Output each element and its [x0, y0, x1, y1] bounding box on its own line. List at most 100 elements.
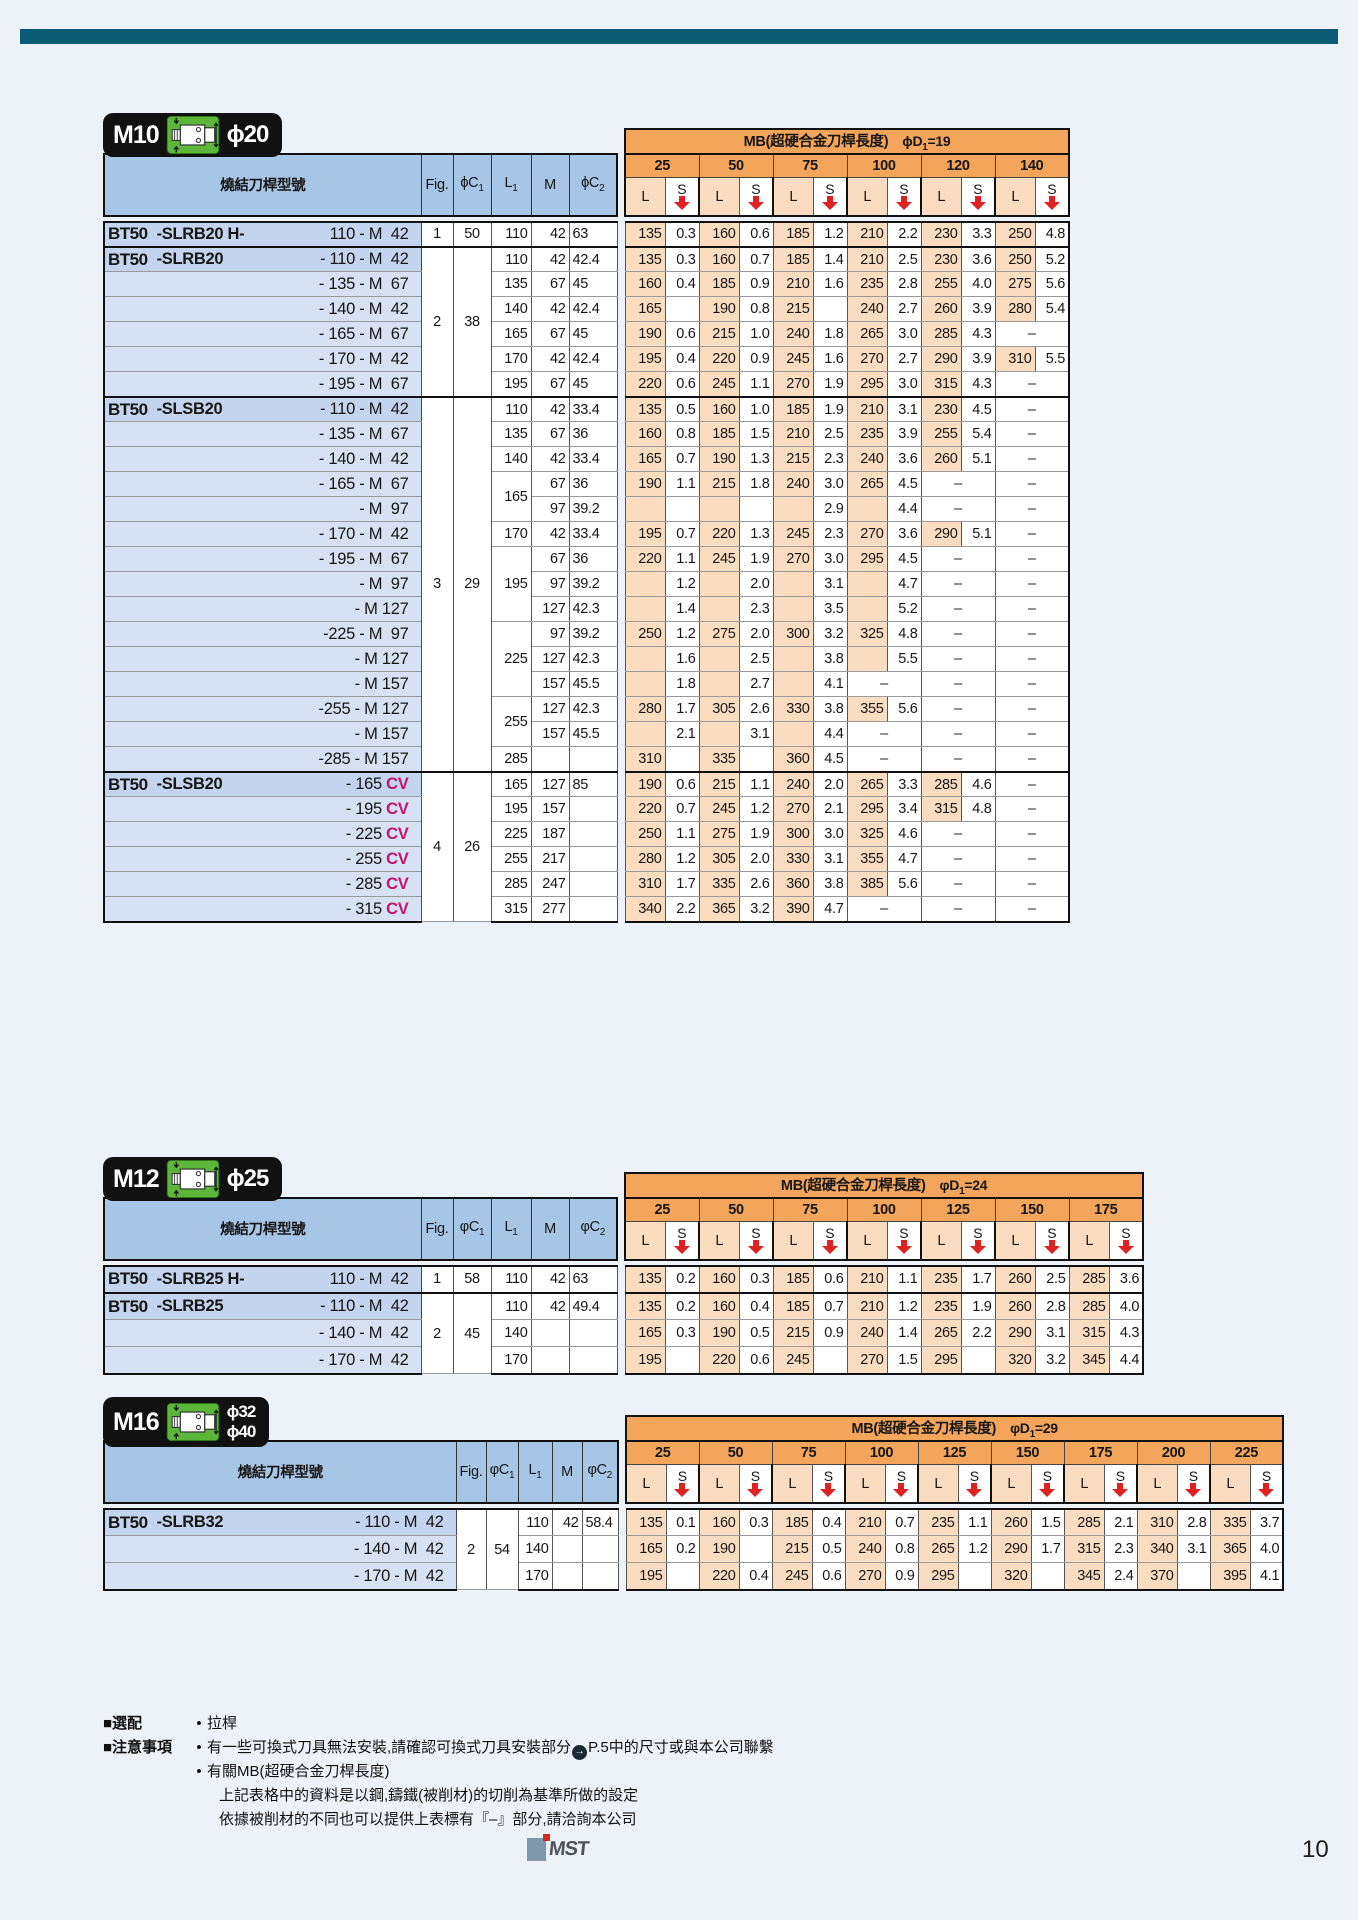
mb-dash-cell: –: [994, 646, 1071, 673]
mb-s-cell: [738, 746, 774, 773]
column-gap: [618, 1416, 626, 1441]
table-row: BT50 -SLSB20- 110 - M 42 3 29 110 42 33.4 135 0.…: [103, 395, 1071, 773]
s-label: S: [1047, 1225, 1057, 1242]
holder-model-cell: -255 - M 127: [103, 696, 422, 723]
mb-l-cell: 370: [1136, 1562, 1178, 1591]
s-column-header: S: [886, 1221, 922, 1261]
mb-l-cell: 320: [994, 1346, 1036, 1375]
m-cell: 42: [530, 1264, 570, 1294]
l1-cell: 165: [490, 770, 532, 798]
mb-s-cell: 0.3: [664, 245, 700, 273]
mb-s-cell: 0.6: [664, 321, 700, 348]
red-down-arrow-icon: [969, 1240, 986, 1255]
c2-cell: 45: [568, 371, 618, 398]
c2-cell: 42.3: [568, 596, 618, 623]
mb-size-header: 200: [1136, 1440, 1211, 1466]
mb-l-cell: 210: [772, 421, 814, 448]
s-label: S: [896, 1468, 906, 1485]
spec-header-2: φC1: [485, 1439, 519, 1504]
holder-model-cell: - 135 - M 67: [103, 271, 422, 298]
mb-s-cell: 2.1: [664, 721, 700, 748]
mb-s-cell: 2.1: [812, 796, 848, 823]
mb-size-header: 150: [994, 1197, 1070, 1223]
mb-s-cell: 3.1: [886, 395, 922, 423]
mb-l-cell: 265: [846, 770, 888, 798]
red-down-arrow-icon: [969, 196, 986, 211]
mb-s-cell: 0.4: [811, 1507, 846, 1537]
m-cell: 127: [530, 696, 570, 723]
table-row: - 225 CV 225 187 250 1.1 275 1.9 300 3.0 325 4.6– –: [103, 821, 1071, 848]
mb-l-cell: 270: [846, 346, 888, 373]
holder-size-label: - 285: [345, 874, 387, 893]
column-gap: [617, 247, 625, 272]
spec-header-3: L1: [490, 152, 532, 217]
column-gap: [617, 897, 625, 922]
mb-s-cell: 0.2: [665, 1535, 700, 1564]
m-cell: 67: [530, 371, 570, 398]
mb-dash-cell: –: [920, 821, 996, 848]
holder-size-label: - 110 - M 42: [355, 1513, 444, 1532]
holder-model-cell: BT50 -SLSB20 - 165 CV: [103, 770, 422, 798]
mb-s-cell: 1.0: [738, 321, 774, 348]
mb-l-cell: 245: [772, 521, 814, 548]
mb-s-cell: 1.1: [664, 471, 700, 498]
column-gap: [617, 347, 625, 372]
l1-cell: 285: [490, 746, 532, 773]
mb-l-cell: 310: [994, 346, 1036, 373]
mb-l-cell: 160: [624, 271, 666, 298]
mb-l-cell: [772, 671, 814, 698]
holder-bt-label: BT50: [108, 774, 148, 794]
l1-cell: 165: [490, 321, 532, 348]
s-label: S: [677, 1468, 687, 1485]
mb-dash-cell: –: [994, 571, 1071, 598]
holder-model-cell: - 285 CV: [103, 871, 422, 898]
mb-s-cell: 0.6: [664, 371, 700, 398]
holder-model-cell: - 140 - M 42: [103, 1319, 422, 1348]
mb-s-cell: 3.9: [960, 346, 996, 373]
holder-size-label: - 165: [345, 775, 387, 794]
table-row: - 285 CV 285 247 310 1.7 335 2.6 360 3.8 385 5.6– –: [103, 871, 1071, 898]
mb-s-cell: 1.1: [738, 770, 774, 798]
mb-s-cell: 1.2: [812, 220, 848, 248]
holder-model-cell: - M 157: [103, 671, 422, 698]
l-column-header: L: [772, 1221, 814, 1261]
mb-l-cell: 185: [772, 1264, 814, 1294]
m-cell: [551, 1535, 583, 1564]
s-column-header: S: [960, 177, 996, 217]
mb-s-cell: [738, 496, 774, 523]
note-warning-row2: • 有關MB(超硬合金刀桿長度): [103, 1760, 1083, 1784]
mb-l-cell: 335: [1209, 1507, 1251, 1537]
holder-model-cell: - 165 - M 67: [103, 471, 422, 498]
mb-s-cell: [738, 1535, 773, 1564]
mb-l-cell: 355: [846, 696, 888, 723]
c1-cell: 45: [452, 1291, 492, 1375]
c2-cell: 45.5: [568, 671, 618, 698]
red-down-arrow-icon: [966, 1483, 983, 1498]
holder-model-text: - 255 CV: [108, 850, 409, 869]
mb-dash-cell: –: [994, 371, 1071, 398]
mb-s-cell: 3.3: [960, 220, 996, 248]
l1-cell: 315: [490, 896, 532, 923]
mb-s-cell: 1.7: [664, 871, 700, 898]
c2-cell: 58.4: [581, 1507, 619, 1537]
c2-cell: [568, 796, 618, 823]
mb-l-cell: 160: [698, 395, 740, 423]
mb-dash-cell: –: [920, 621, 996, 648]
mb-l-cell: 215: [772, 446, 814, 473]
note-warning-row: ■注意事項 • 有一些可換式刀具無法安裝,請確認可換式刀具安裝部分 → P.5中的尺…: [103, 1736, 1083, 1760]
mb-s-cell: 1.4: [886, 1319, 922, 1348]
warning-text-1b: P.5中的尺寸或與本公司聯繫: [588, 1739, 774, 1756]
m-cell: 127: [530, 646, 570, 673]
mb-l-cell: 260: [990, 1507, 1032, 1537]
holder-size-label: - 195: [345, 799, 387, 818]
c2-cell: 42.4: [568, 245, 618, 273]
mb-s-cell: 4.4: [1108, 1346, 1145, 1375]
l-column-header: L: [920, 177, 962, 217]
table-row: - 315 CV 315 277 340 2.2 365 3.2 390 4.7– – –: [103, 896, 1071, 923]
mb-s-cell: 4.8: [960, 796, 996, 823]
mb-dash-cell: –: [846, 896, 922, 923]
tool-holder-icon: [166, 1403, 220, 1441]
m-cell: 67: [530, 471, 570, 498]
l1-cell: 195: [490, 546, 532, 623]
